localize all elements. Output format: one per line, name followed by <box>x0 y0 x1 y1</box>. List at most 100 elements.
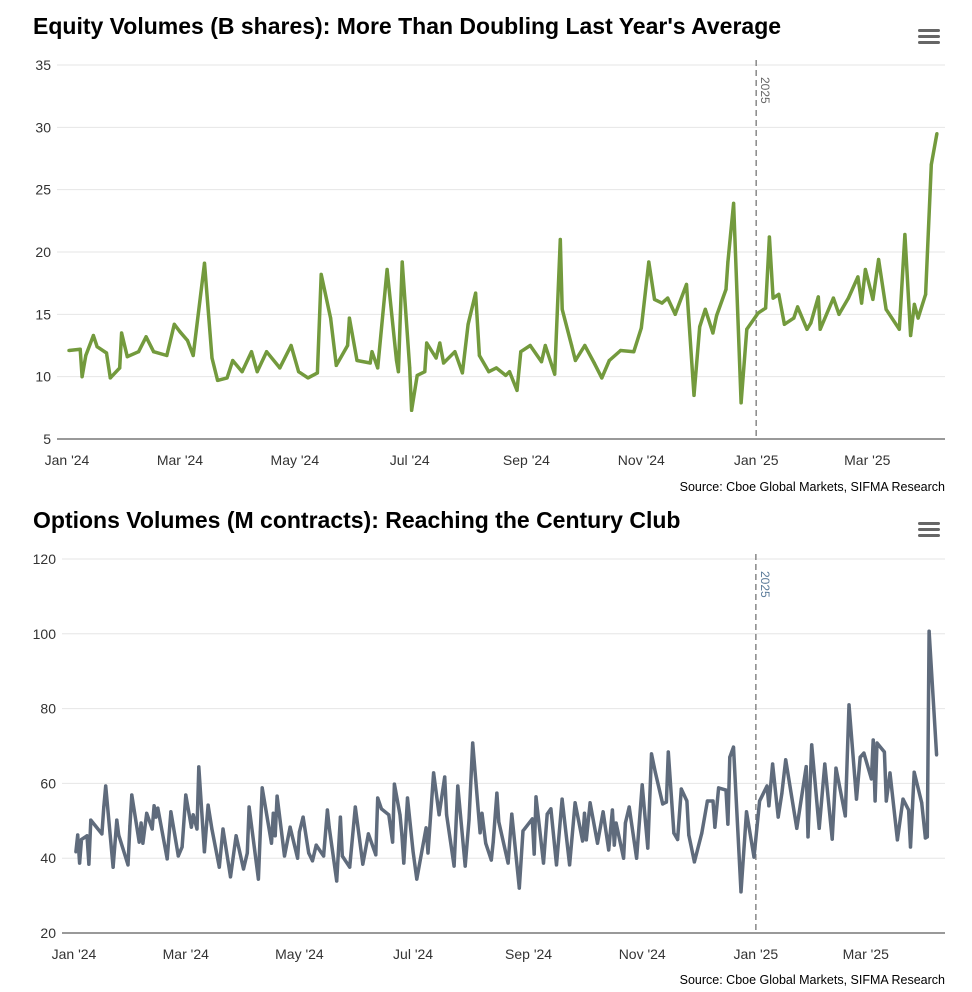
data-point <box>225 376 229 380</box>
data-point <box>806 835 810 839</box>
data-point <box>76 833 80 837</box>
data-point <box>390 840 395 844</box>
data-point <box>765 784 769 788</box>
data-point <box>202 850 207 854</box>
data-point <box>698 325 702 329</box>
data-point <box>297 830 302 834</box>
data-point <box>474 291 478 295</box>
data-point <box>258 830 262 834</box>
data-point <box>347 316 352 320</box>
data-point <box>108 376 112 380</box>
data-point <box>847 703 851 707</box>
data-point <box>640 783 644 787</box>
data-point <box>818 327 822 331</box>
data-point <box>374 853 378 857</box>
data-point <box>411 850 415 854</box>
data-point <box>295 856 300 860</box>
y-tick-label: 60 <box>40 775 56 791</box>
data-point <box>873 799 877 803</box>
data-point <box>484 841 488 845</box>
data-point <box>442 361 446 365</box>
data-point <box>528 343 532 348</box>
data-point <box>541 861 546 865</box>
data-point <box>234 834 238 838</box>
series-line <box>74 629 939 894</box>
data-point <box>478 831 482 835</box>
data-point <box>876 257 881 262</box>
x-tick-label: Jul '24 <box>393 946 433 962</box>
hamburger-menu-icon[interactable] <box>918 519 940 537</box>
data-point <box>796 305 800 309</box>
data-point <box>767 235 771 239</box>
data-point <box>700 831 704 835</box>
data-point <box>782 322 787 326</box>
data-point <box>897 327 901 331</box>
data-point <box>757 799 762 803</box>
data-point <box>256 877 261 881</box>
data-point <box>489 858 493 862</box>
data-point <box>152 350 156 354</box>
data-point <box>817 826 821 830</box>
data-point <box>400 260 404 264</box>
data-point <box>703 307 707 311</box>
data-point <box>415 877 419 881</box>
data-point <box>195 827 199 831</box>
data-point <box>884 799 888 803</box>
source-note-equity: Source: Cboe Global Markets, SIFMA Resea… <box>679 480 945 494</box>
data-point <box>315 371 320 375</box>
data-point <box>405 796 410 800</box>
data-point <box>912 770 916 774</box>
data-point <box>398 813 402 817</box>
data-point <box>156 806 160 810</box>
data-point <box>539 360 544 364</box>
data-point <box>334 363 338 368</box>
data-point <box>863 267 867 272</box>
y-tick-label: 5 <box>43 431 51 447</box>
data-point <box>767 804 771 808</box>
y-tick-label: 100 <box>33 626 57 642</box>
data-point <box>139 821 143 825</box>
data-point <box>400 833 404 837</box>
data-point <box>649 752 654 756</box>
data-point <box>255 370 259 374</box>
data-point <box>687 833 691 837</box>
data-point <box>647 260 651 264</box>
data-point <box>216 378 220 383</box>
plot-line-label: 2025 <box>758 77 772 104</box>
data-point <box>278 366 282 370</box>
chart-title-equity: Equity Volumes (B shares): More Than Dou… <box>33 13 782 39</box>
data-point <box>425 341 429 345</box>
data-point <box>600 376 604 380</box>
data-point <box>901 797 905 801</box>
data-point <box>652 297 657 301</box>
data-point <box>307 851 311 855</box>
data-point <box>348 865 352 869</box>
data-point <box>297 370 301 374</box>
data-point <box>583 343 587 348</box>
data-point <box>443 775 447 779</box>
hamburger-menu-icon[interactable] <box>918 26 940 44</box>
data-point <box>437 813 441 817</box>
data-point <box>607 358 611 363</box>
data-point <box>84 353 88 358</box>
x-tick-label: Mar '25 <box>843 946 889 962</box>
data-point <box>152 804 156 808</box>
data-point <box>314 843 318 847</box>
data-point <box>639 326 643 330</box>
data-point <box>653 770 657 774</box>
data-point <box>545 812 549 816</box>
data-point <box>543 343 547 348</box>
data-point <box>666 750 670 754</box>
data-point <box>895 838 900 842</box>
data-point <box>191 353 195 358</box>
data-point <box>929 163 933 167</box>
data-point <box>130 793 134 797</box>
data-point <box>685 799 689 803</box>
data-point <box>145 811 149 815</box>
data-point <box>206 803 210 807</box>
data-point <box>646 846 650 850</box>
data-point <box>104 351 109 355</box>
data-point <box>927 629 931 633</box>
data-point <box>136 350 141 354</box>
data-point <box>726 822 730 826</box>
